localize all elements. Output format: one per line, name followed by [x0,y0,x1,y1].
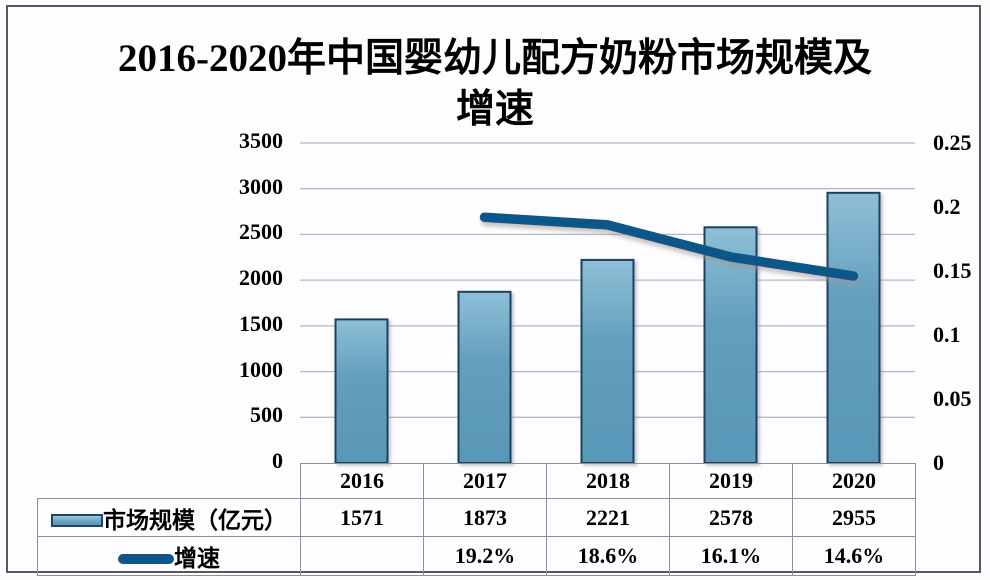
value-2020-row1: 2955 [792,498,916,537]
value-2019-row1: 2578 [669,498,793,537]
line-series-swatch [118,554,174,565]
right-axis-tick-0.05: 0.05 [933,386,972,411]
series-label: 增速 [174,546,220,571]
left-axis-tick-1500: 1500 [239,310,283,336]
year-header-2017: 2017 [423,463,547,499]
value-2018-row2: 18.6% [546,536,670,576]
bar-2016 [334,318,389,464]
bar-2018 [580,258,635,464]
right-axis-tick-0.1: 0.1 [933,322,961,347]
value-2017-row1: 1873 [423,498,547,537]
legend-cell-growth-rate: 增速 [37,536,301,576]
table-corner-spacer [38,464,301,499]
year-header-2016: 2016 [300,463,424,499]
left-axis-tick-2000: 2000 [239,265,283,291]
left-axis-tick-2500: 2500 [239,219,283,245]
right-axis-tick-0: 0 [933,450,944,475]
series-label: 市场规模（亿元） [103,507,287,533]
chart-title: 2016-2020年中国婴幼儿配方奶粉市场规模及增速 [118,37,872,131]
left-axis-tick-1000: 1000 [239,356,283,382]
data-table: 2016 2017 2018 2019 2020 市场规模（亿元） 1571 1873 2221… [37,463,916,576]
left-axis-tick-0: 0 [272,448,283,473]
value-2019-row2: 16.1% [669,536,793,576]
left-axis-tick-3500: 3500 [239,128,283,153]
legend-cell-market-size: 市场规模（亿元） [37,498,301,537]
bar-2020 [826,191,881,465]
value-2016-row2 [300,536,424,576]
bar-series-swatch [51,514,103,528]
right-axis-tick-0.2: 0.2 [933,194,961,219]
growth-rate-line [479,212,859,281]
right-axis-tick-0.15: 0.15 [933,258,972,283]
value-2018-row1: 2221 [546,498,670,537]
left-axis-tick-500: 500 [250,402,283,428]
value-2016-row1: 1571 [300,498,424,537]
plot-area [300,142,915,465]
value-2017-row2: 19.2% [423,536,547,576]
bar-2017 [457,290,512,464]
value-2020-row2: 14.6% [792,536,916,576]
year-header-2020: 2020 [792,463,916,499]
year-header-2019: 2019 [669,463,793,499]
year-header-2018: 2018 [546,463,670,499]
left-axis-tick-3000: 3000 [239,173,283,199]
right-axis-tick-0.25: 0.25 [933,130,972,155]
